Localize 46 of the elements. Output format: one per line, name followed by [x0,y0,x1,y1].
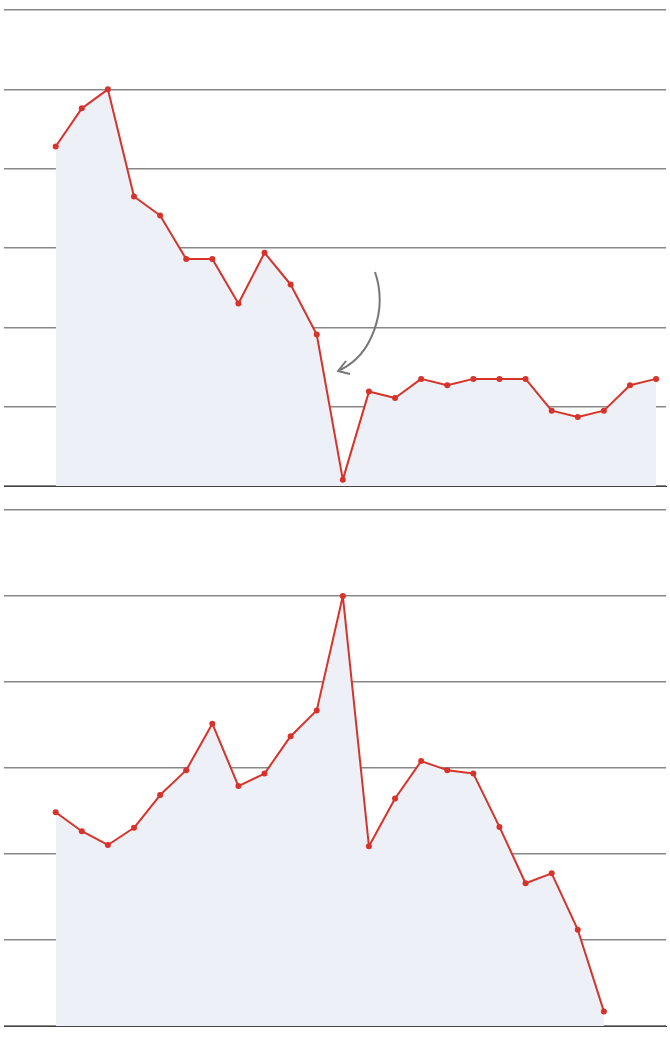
point [496,375,503,382]
point [209,720,216,727]
point [78,105,85,112]
point [339,476,346,483]
point [574,413,581,420]
point [600,1008,607,1015]
point [496,823,503,830]
point [261,770,268,777]
point [104,86,111,93]
point [418,758,425,765]
point [313,707,320,714]
point [183,256,190,263]
point [392,795,399,802]
point [52,809,59,816]
point [131,824,137,831]
point [183,767,190,774]
point [574,926,581,933]
point [157,212,164,219]
point [78,828,85,835]
point [600,407,607,414]
point [261,249,268,256]
point [287,281,294,288]
point [131,193,137,200]
point [522,375,529,382]
point [626,382,633,389]
point [548,870,555,877]
point [444,767,451,774]
point [339,593,346,599]
point [52,143,59,150]
point [209,256,216,263]
point [418,375,425,382]
point [653,375,660,382]
point [365,843,372,850]
point [235,783,242,790]
point [444,382,451,389]
point [470,375,477,382]
point [287,733,294,740]
point [522,880,529,887]
point [157,792,164,799]
point [104,841,111,848]
point [313,331,320,338]
point [365,388,372,395]
point [548,407,555,414]
point [470,770,477,777]
point [235,300,242,307]
point [392,394,399,401]
